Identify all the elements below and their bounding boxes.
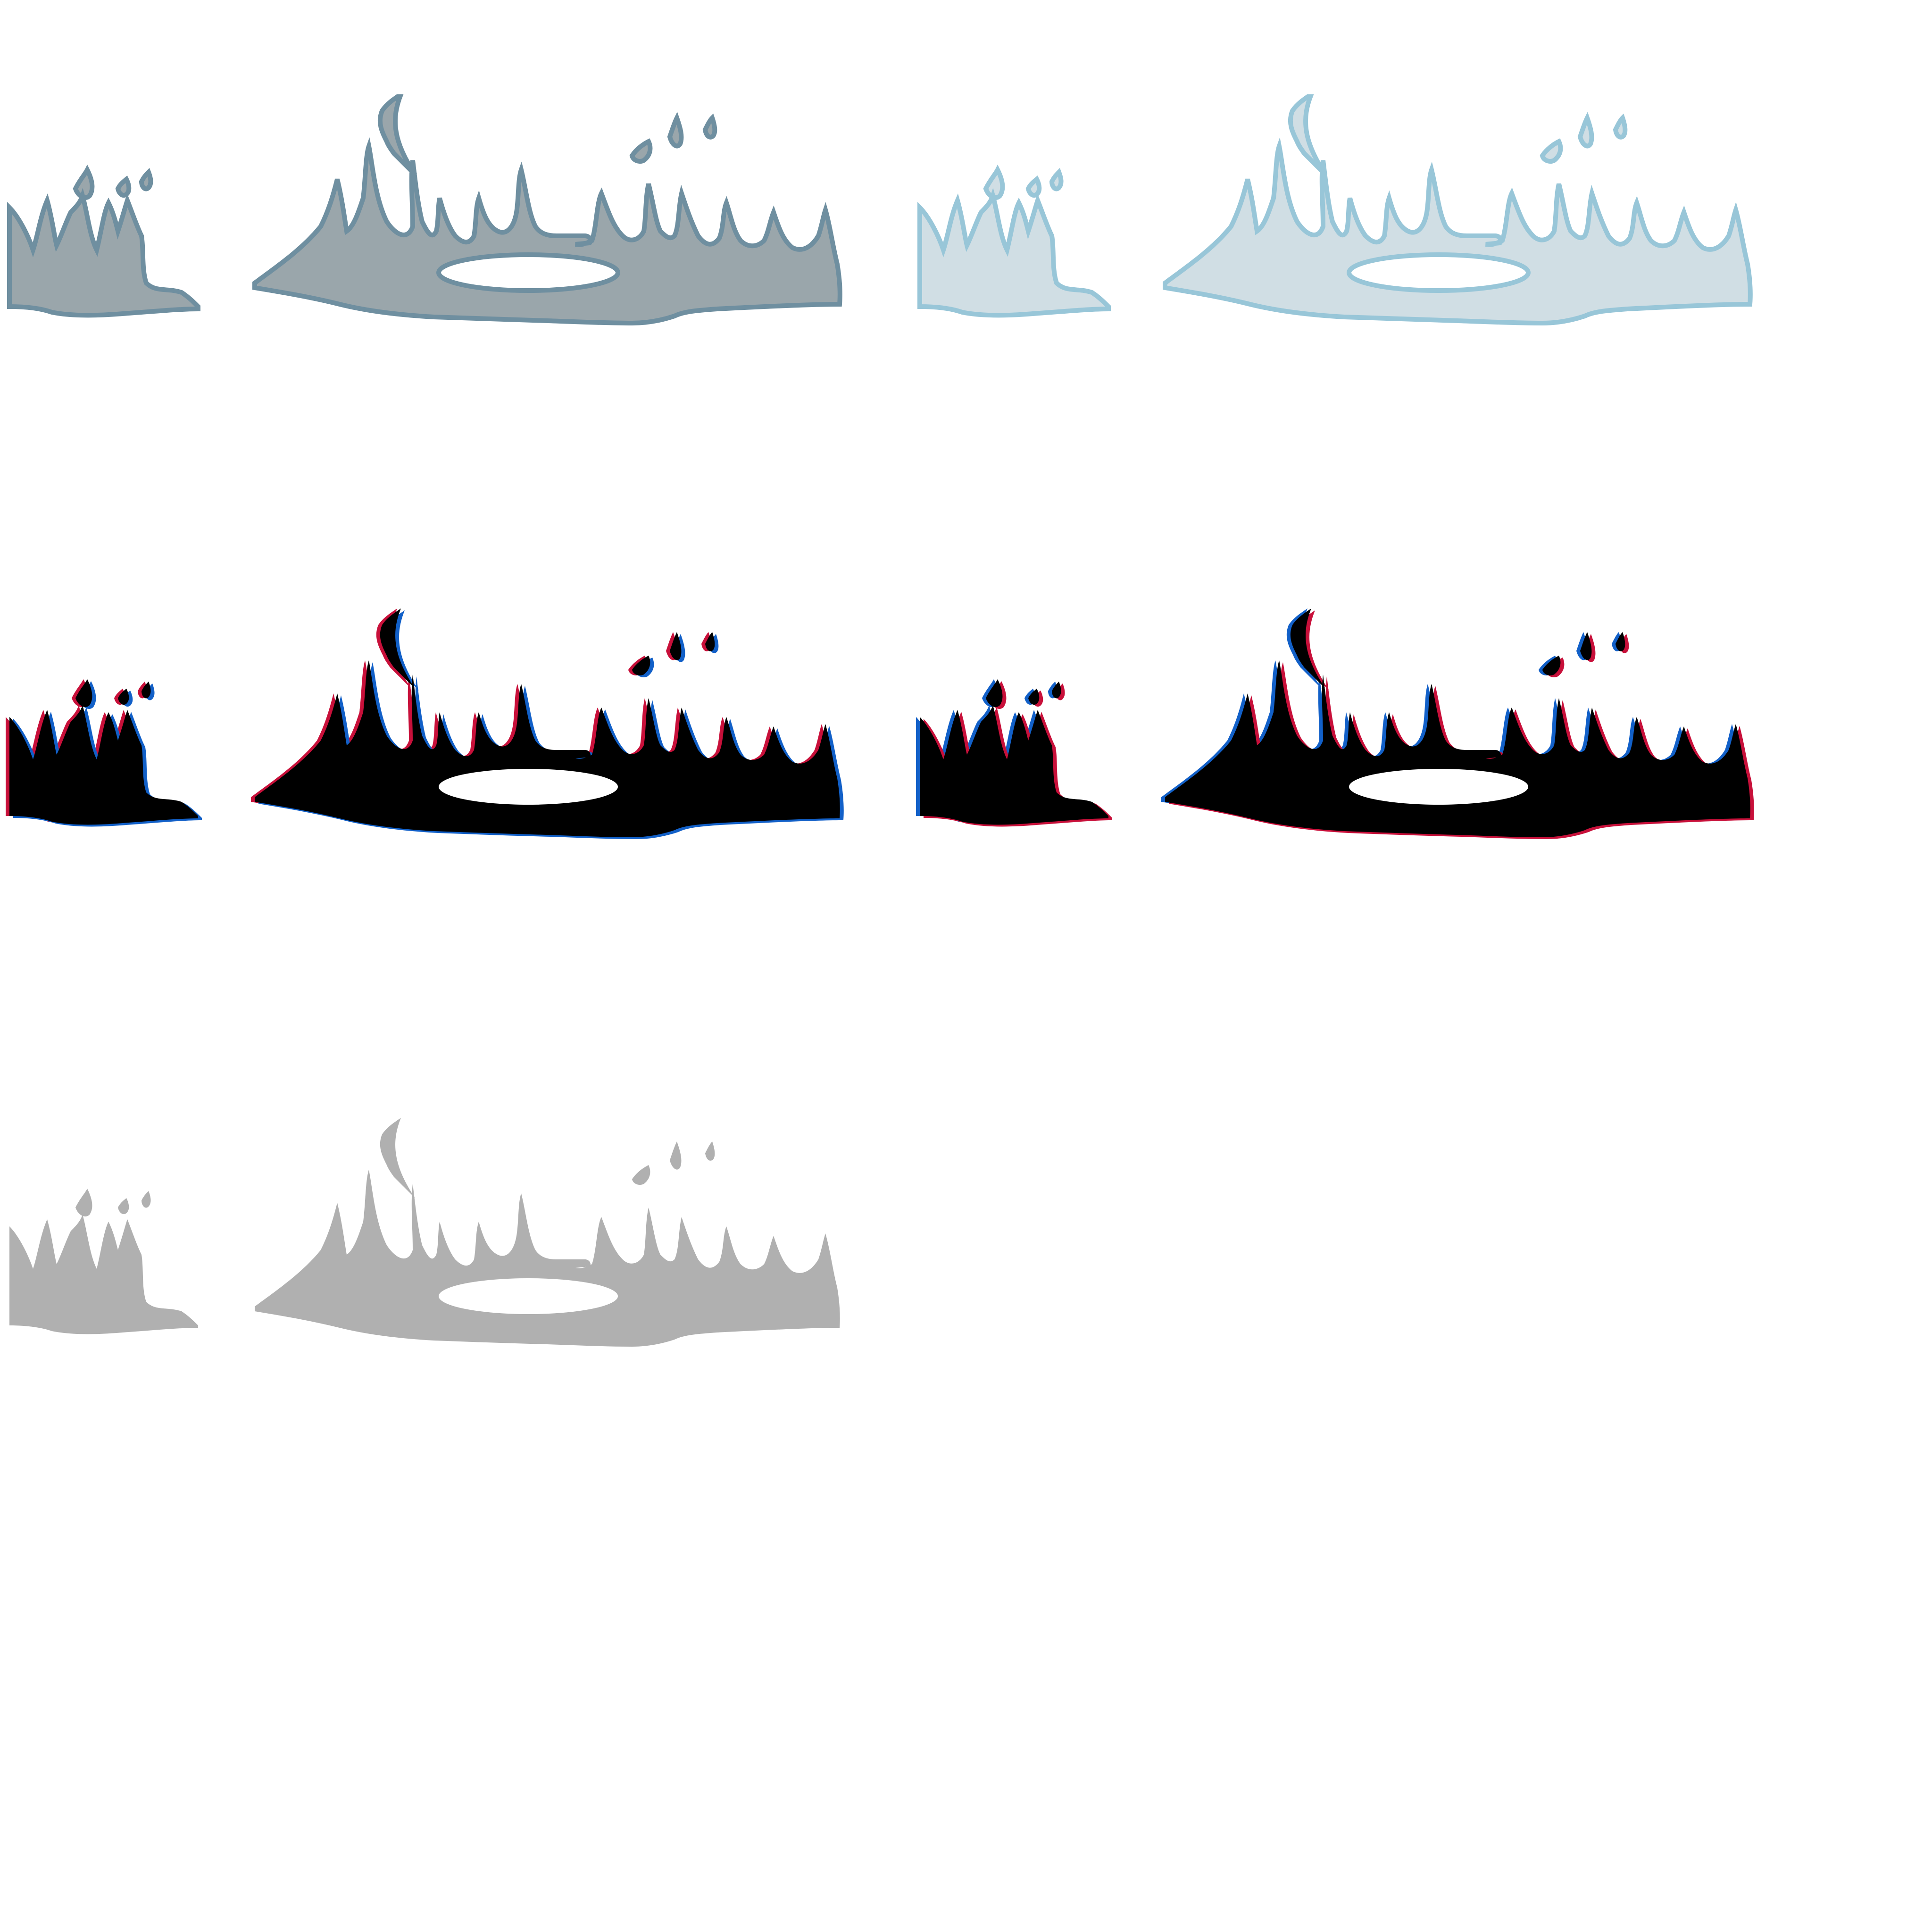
flame-logo-glitch-b bbox=[910, 604, 1830, 868]
flame-large-slate bbox=[255, 94, 840, 323]
flame-small-silhouette bbox=[9, 1189, 198, 1334]
flame-small-slate bbox=[9, 170, 198, 315]
flame-large-silhouette bbox=[255, 1118, 840, 1347]
flame-small-glitch-b bbox=[916, 679, 1112, 827]
flame-logo-glitch-a bbox=[0, 604, 920, 868]
flame-small-ice bbox=[920, 170, 1108, 315]
flame-logo-slate bbox=[0, 94, 920, 340]
flame-large-glitch-a bbox=[251, 608, 844, 839]
flame-large-glitch-b bbox=[1161, 608, 1754, 839]
flame-logo-ice bbox=[910, 94, 1830, 340]
flame-large-ice bbox=[1165, 94, 1750, 323]
flame-small-glitch-a bbox=[6, 679, 202, 827]
flame-logo-silhouette bbox=[0, 1113, 920, 1377]
